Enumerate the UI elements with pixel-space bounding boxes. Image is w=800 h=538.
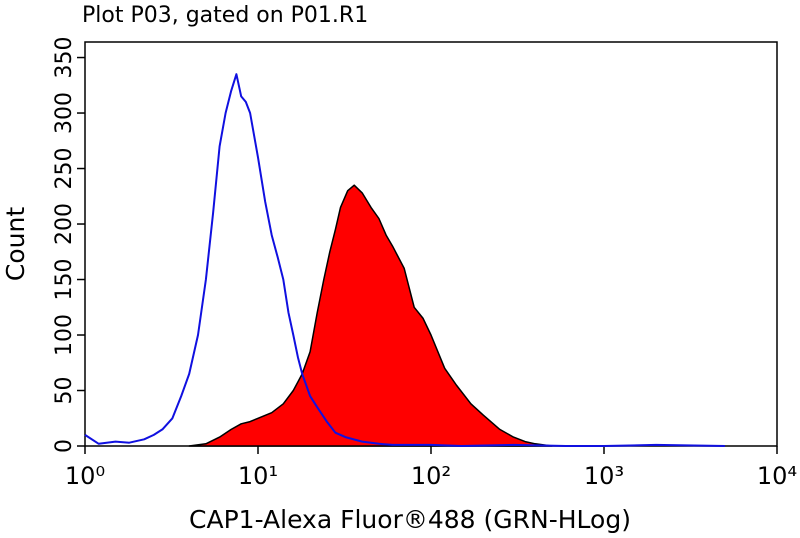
x-tick-label: 10⁰ (65, 462, 105, 490)
y-axis-label: Count (1, 207, 30, 281)
chart-title: Plot P03, gated on P01.R1 (82, 3, 368, 28)
x-tick-label: 10⁴ (757, 462, 797, 490)
x-tick-label: 10¹ (238, 462, 278, 490)
y-tick-label: 350 (52, 37, 77, 79)
x-axis-label: CAP1-Alexa Fluor®488 (GRN-HLog) (189, 505, 631, 534)
histogram-area (188, 184, 553, 447)
x-tick-label: 10³ (584, 462, 624, 490)
histogram-line (84, 73, 725, 447)
y-tick-label: 0 (52, 439, 77, 453)
y-tick-label: 250 (52, 148, 77, 190)
y-tick-label: 50 (52, 377, 77, 405)
y-tick-label: 100 (52, 314, 77, 356)
y-tick-label: 150 (52, 259, 77, 301)
x-tick-label: 10² (411, 462, 451, 490)
y-tick-label: 300 (52, 92, 77, 134)
y-tick-label: 200 (52, 203, 77, 245)
